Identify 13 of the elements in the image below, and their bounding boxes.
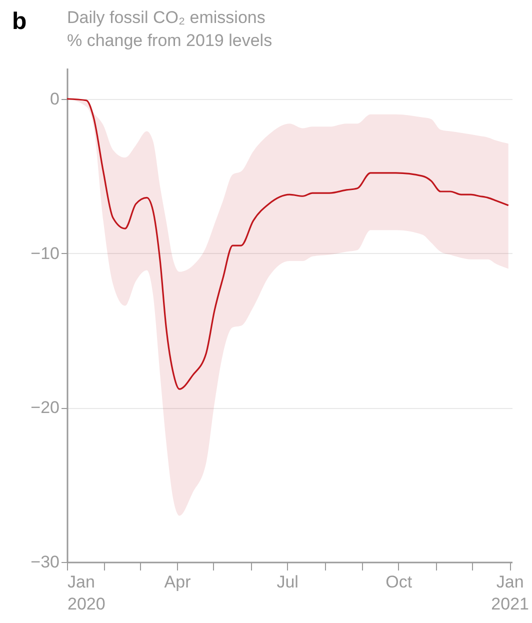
y-tick-label: −20 — [30, 398, 60, 418]
text: b — [12, 8, 27, 35]
y-tick-label: 0 — [50, 89, 60, 108]
x-tick-label: Jul — [276, 572, 298, 592]
x-tick-label: Oct — [386, 572, 412, 592]
x-tick-label: Jan 2020 — [68, 572, 106, 614]
x-tick-label: Jan 2021 — [491, 572, 529, 614]
y-tick-label: −10 — [30, 244, 60, 263]
chart-title: Daily fossil CO₂ emissions — [67, 8, 266, 27]
line-series — [66, 98, 510, 390]
chart-subtitle: % change from 2019 levels — [67, 31, 272, 50]
y-tick-label: −30 — [30, 552, 60, 572]
x-tick-label: Apr — [164, 572, 192, 592]
